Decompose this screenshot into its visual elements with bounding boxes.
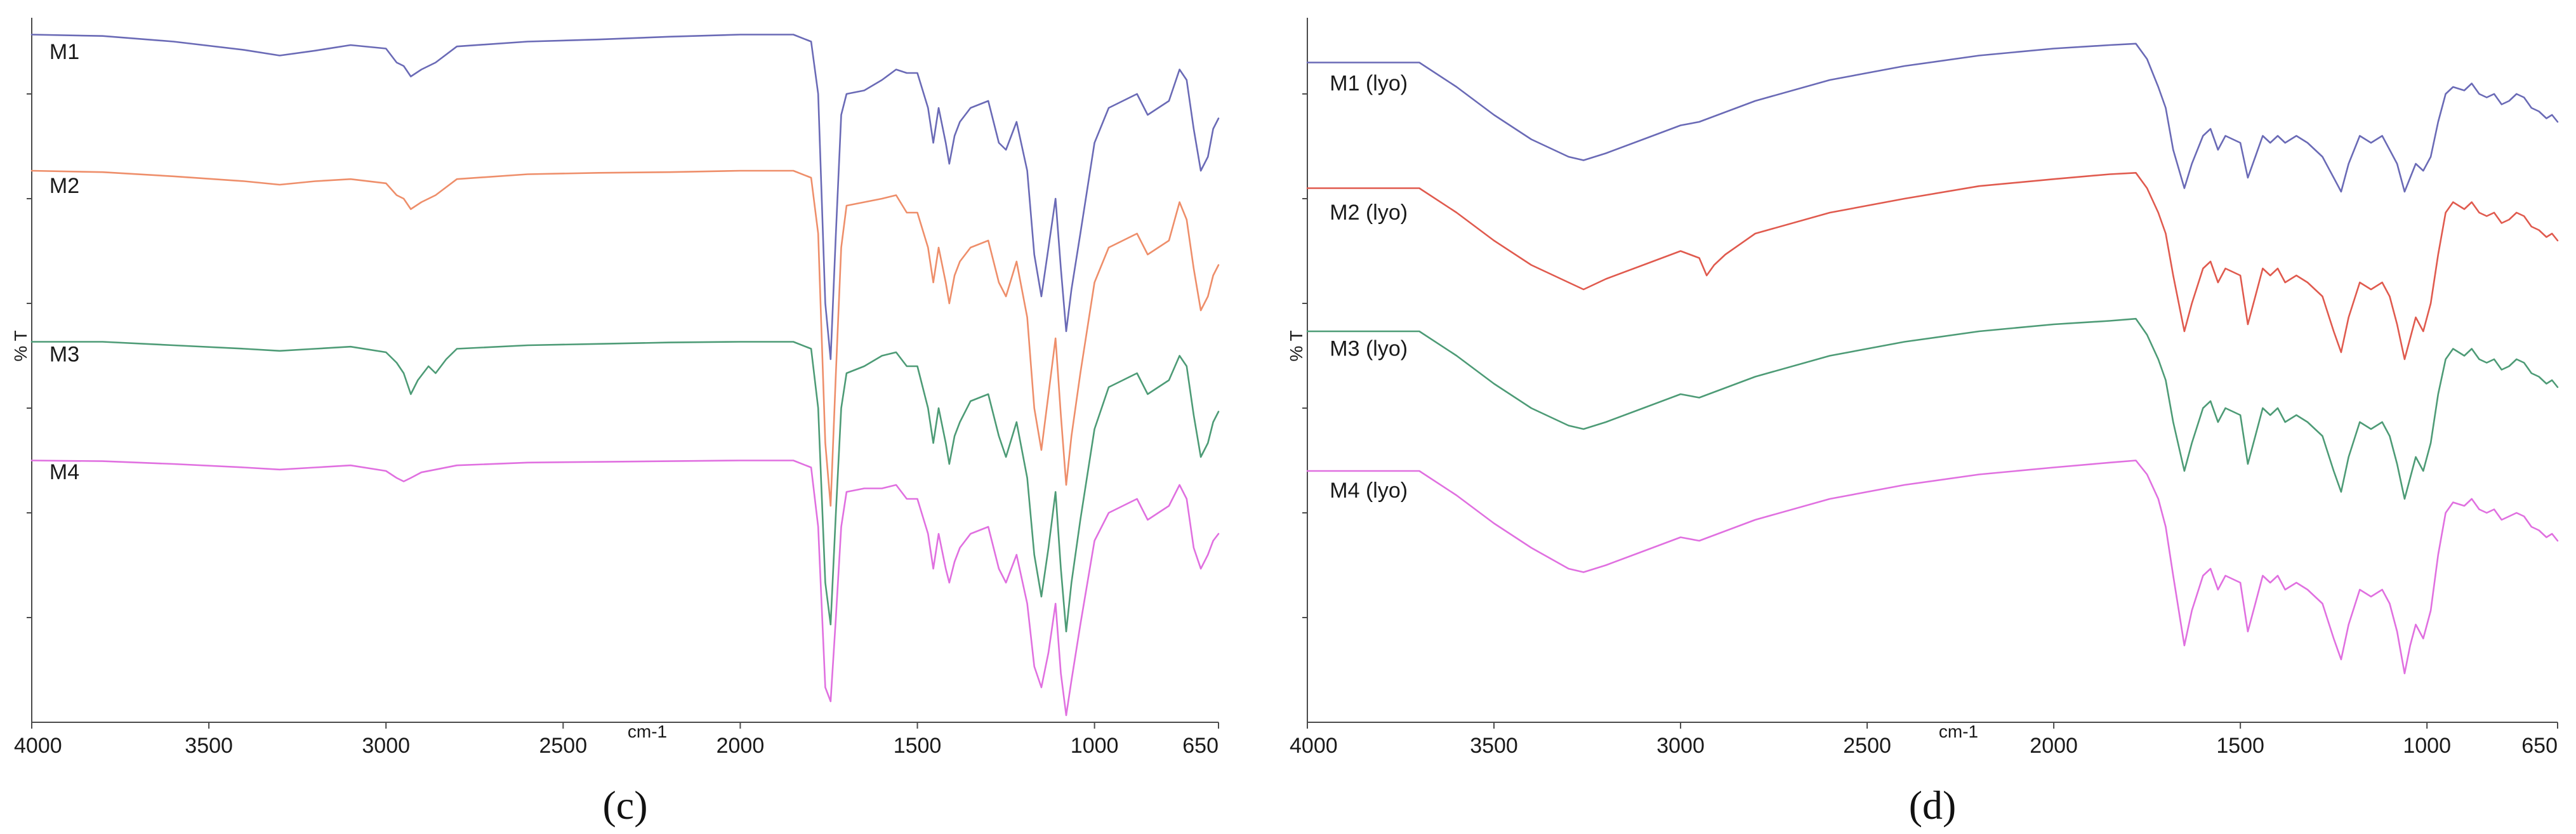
y-tick-marks — [1302, 93, 1307, 618]
series-line-3 — [1306, 317, 2559, 500]
x-tick-marks: 4000 3500 3000 2500 2000 1500 1000 650 — [14, 722, 1219, 758]
series-label-1: M1 (lyo) — [1330, 72, 1408, 96]
y-tick-marks — [27, 93, 32, 618]
series-line-2 — [1306, 172, 2559, 361]
x-tick-label: 650 — [1182, 734, 1219, 758]
x-tick-label: 4000 — [14, 734, 62, 758]
y-axis-label: % T — [1286, 330, 1306, 361]
x-tick-label: 650 — [2521, 734, 2558, 758]
series-line-3 — [30, 341, 1220, 633]
series-labels: M1 M2 M3 M4 — [50, 40, 79, 484]
x-tick-label: 1000 — [1071, 734, 1119, 758]
series-label-2: M2 — [50, 174, 79, 198]
panel-label-c: (c) — [602, 783, 647, 828]
series-label-3: M3 (lyo) — [1330, 337, 1408, 361]
series-line-1 — [1306, 43, 2559, 193]
series-label-1: M1 — [50, 40, 79, 64]
series-label-3: M3 — [50, 342, 79, 366]
series-lines — [30, 34, 1220, 717]
y-axis-label: % T — [11, 330, 30, 361]
chart-panel-d: 4000 3500 3000 2500 2000 1500 1000 650 M1 (lyo)… — [1286, 18, 2559, 828]
series-label-2: M2 (lyo) — [1330, 201, 1408, 225]
chart-panel-c: 4000 3500 3000 2500 2000 1500 1000 650 M1 M2 M3 M4… — [11, 18, 1220, 828]
x-axis-unit-label: cm-1 — [628, 722, 667, 741]
series-label-4: M4 — [50, 460, 79, 484]
x-tick-label: 2000 — [2030, 734, 2078, 758]
x-tick-label: 1500 — [894, 734, 942, 758]
series-line-4 — [1306, 460, 2559, 675]
x-tick-label: 1000 — [2403, 734, 2451, 758]
x-axis-unit-label: cm-1 — [1939, 722, 1978, 741]
x-tick-label: 3500 — [185, 734, 233, 758]
x-tick-label: 3000 — [1656, 734, 1705, 758]
x-tick-label: 1500 — [2216, 734, 2264, 758]
series-lines — [1306, 43, 2559, 675]
x-tick-marks: 4000 3500 3000 2500 2000 1500 1000 650 — [1290, 722, 2558, 758]
series-line-4 — [30, 460, 1220, 717]
series-line-1 — [30, 34, 1220, 361]
x-tick-label: 2500 — [1843, 734, 1891, 758]
x-tick-label: 2000 — [717, 734, 765, 758]
series-line-2 — [30, 169, 1220, 507]
panel-label-d: (d) — [1909, 783, 1957, 828]
series-label-4: M4 (lyo) — [1330, 479, 1408, 503]
series-labels: M1 (lyo) M2 (lyo) M3 (lyo) M4 (lyo) — [1330, 72, 1408, 503]
x-tick-label: 4000 — [1290, 734, 1338, 758]
x-tick-label: 3500 — [1470, 734, 1518, 758]
x-tick-label: 3000 — [362, 734, 410, 758]
x-tick-label: 2500 — [539, 734, 587, 758]
